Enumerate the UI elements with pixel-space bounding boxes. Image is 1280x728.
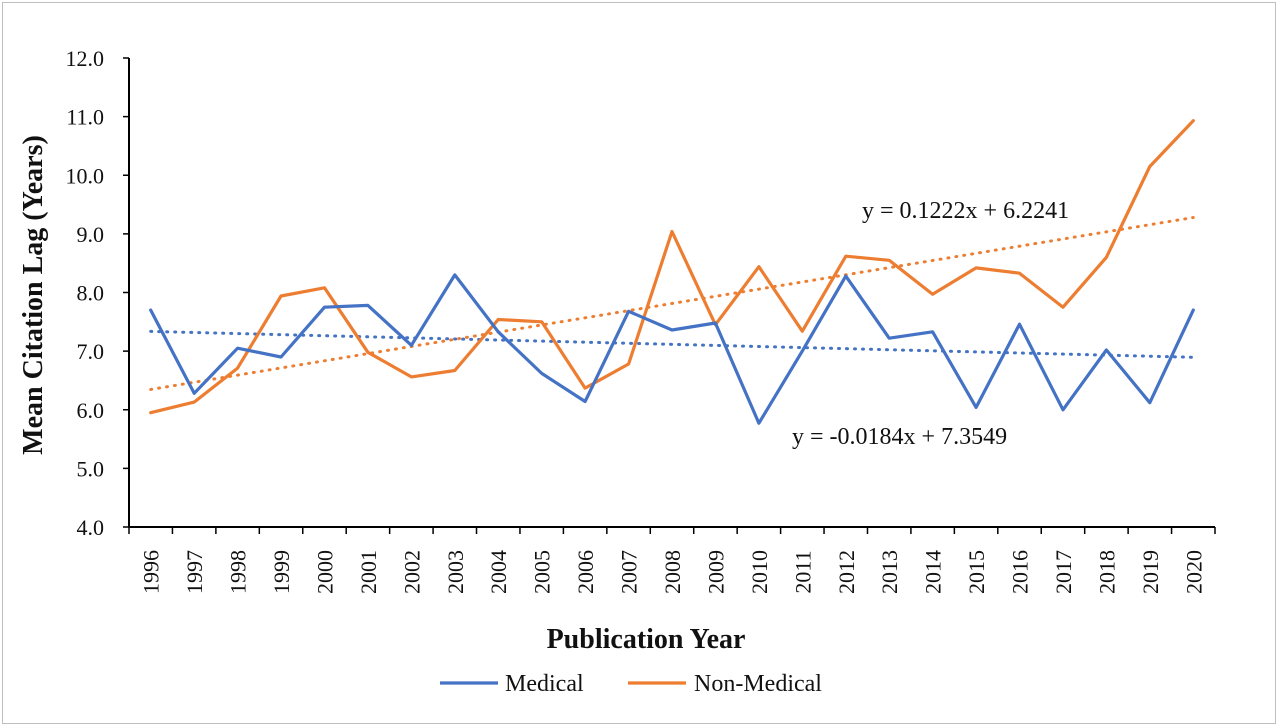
x-tick-label: 2013 <box>877 550 902 594</box>
y-tick-label: 10.0 <box>66 163 105 188</box>
trendline-equation-medical: y = -0.0184x + 7.3549 <box>792 424 1007 450</box>
trendlines <box>149 216 1195 391</box>
x-tick-label: 2014 <box>921 550 946 594</box>
x-tick-label: 2004 <box>486 550 511 594</box>
x-tick-label: 1999 <box>269 550 294 594</box>
x-tick-label: 2005 <box>530 550 555 594</box>
y-axis-title: Mean Citation Lag (Years) <box>18 135 49 455</box>
y-tick-label: 8.0 <box>77 281 105 306</box>
x-tick-label: 2000 <box>312 550 337 594</box>
y-tick-label: 12.0 <box>66 46 105 71</box>
x-tick-label: 2001 <box>356 550 381 594</box>
y-tick-labels: 4.0 5.0 6.0 7.0 8.0 9.0 10.0 11.0 12.0 <box>66 46 129 540</box>
x-tick-label: 2018 <box>1094 550 1119 594</box>
trendline-equation-non-medical: y = 0.1222x + 6.2241 <box>862 198 1069 224</box>
y-tick-label: 5.0 <box>77 456 105 481</box>
y-tick-label: 7.0 <box>77 339 105 364</box>
x-tick-label: 1998 <box>226 550 251 594</box>
x-tick-label: 2009 <box>703 550 728 594</box>
x-tick-label: 2017 <box>1051 550 1076 594</box>
y-tick-label: 4.0 <box>77 515 105 540</box>
x-tick-label: 2007 <box>617 550 642 594</box>
x-tick-label: 2008 <box>660 550 685 594</box>
legend-label-medical: Medical <box>505 671 584 697</box>
x-axis-title: Publication Year <box>547 624 746 655</box>
series-line-medical <box>149 273 1195 425</box>
series-lines <box>149 119 1195 425</box>
x-tick-label: 2020 <box>1181 550 1206 594</box>
x-tick-label: 2010 <box>747 550 772 594</box>
trendline-non-medical <box>149 216 1195 391</box>
x-tick-label: 2015 <box>964 550 989 594</box>
legend-label-non-medical: Non-Medical <box>694 671 822 697</box>
x-tick-label: 1997 <box>182 550 207 594</box>
x-tick-label: 2002 <box>399 550 424 594</box>
x-tick-label: 2006 <box>573 550 598 594</box>
x-tick-label: 2019 <box>1138 550 1163 594</box>
legend: Medical Non-Medical <box>440 671 822 697</box>
y-tick-label: 9.0 <box>77 222 105 247</box>
trendline-medical <box>149 329 1195 359</box>
x-tick-label: 2011 <box>790 550 815 593</box>
x-tick-labels: 1996 1997 1998 1999 2000 2001 2002 2003 2004 2005… <box>128 527 1216 594</box>
y-tick-label: 11.0 <box>66 105 104 130</box>
x-tick-label: 2003 <box>443 550 468 594</box>
trendline-equations: y = -0.0184x + 7.3549 y = 0.1222x + 6.224… <box>792 198 1069 450</box>
x-tick-label: 2016 <box>1008 550 1033 594</box>
x-tick-label: 1996 <box>139 550 164 594</box>
x-tick-label: 2012 <box>834 550 859 594</box>
series-line-non-medical <box>149 119 1195 415</box>
y-tick-label: 6.0 <box>77 398 105 423</box>
